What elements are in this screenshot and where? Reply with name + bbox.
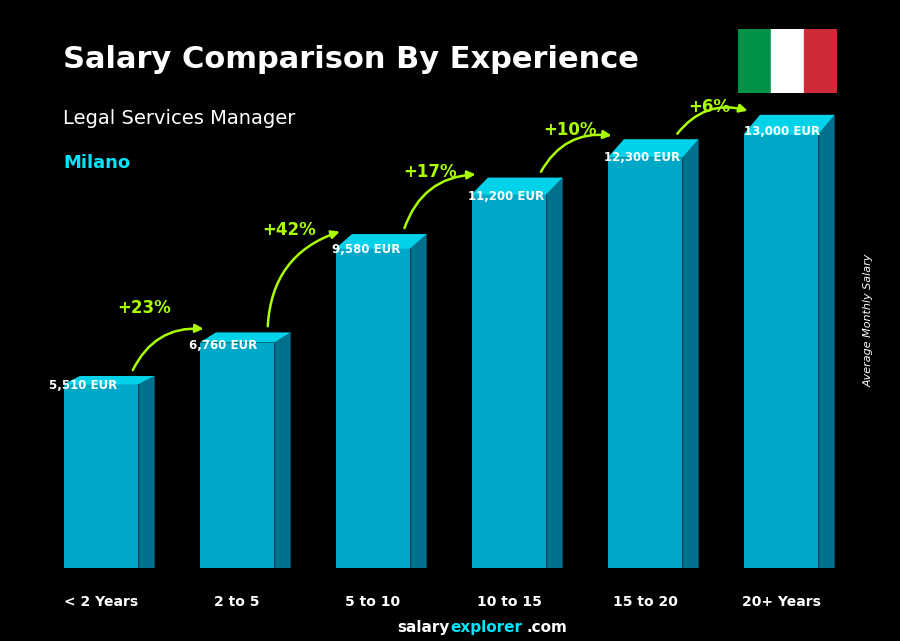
Polygon shape [743,135,818,568]
Polygon shape [472,178,562,194]
Text: 9,580 EUR: 9,580 EUR [332,244,400,256]
Text: 15 to 20: 15 to 20 [613,595,678,609]
Polygon shape [546,178,562,568]
Text: +17%: +17% [403,163,457,181]
Polygon shape [64,376,155,384]
Text: +10%: +10% [544,121,597,139]
Text: 5,510 EUR: 5,510 EUR [50,379,118,392]
Text: salary: salary [398,620,450,635]
Text: +6%: +6% [688,98,730,116]
Polygon shape [336,234,427,249]
Bar [804,29,837,93]
Text: 10 to 15: 10 to 15 [477,595,542,609]
Text: +42%: +42% [262,221,316,238]
Polygon shape [818,115,834,568]
Text: Legal Services Manager: Legal Services Manager [63,109,295,128]
Polygon shape [200,342,274,568]
Text: Milano: Milano [63,154,130,172]
Polygon shape [472,194,546,568]
Polygon shape [274,333,291,568]
Text: 12,300 EUR: 12,300 EUR [604,151,680,164]
Text: .com: .com [526,620,567,635]
Polygon shape [200,333,291,342]
Text: 5 to 10: 5 to 10 [346,595,400,609]
Text: +23%: +23% [118,299,171,317]
Text: Salary Comparison By Experience: Salary Comparison By Experience [63,45,639,74]
Polygon shape [410,234,427,568]
Bar [738,29,771,93]
Text: 20+ Years: 20+ Years [742,595,821,609]
Text: 6,760 EUR: 6,760 EUR [189,339,257,353]
Text: 11,200 EUR: 11,200 EUR [468,190,544,203]
Text: < 2 Years: < 2 Years [64,595,138,609]
Text: 2 to 5: 2 to 5 [214,595,260,609]
Bar [771,29,804,93]
Polygon shape [336,249,410,568]
Polygon shape [608,139,698,158]
Polygon shape [139,376,155,568]
Polygon shape [608,158,682,568]
Polygon shape [64,384,139,568]
Text: explorer: explorer [450,620,522,635]
Polygon shape [743,115,834,135]
Polygon shape [682,139,698,568]
Text: Average Monthly Salary: Average Monthly Salary [863,254,874,387]
Text: 13,000 EUR: 13,000 EUR [744,126,821,138]
